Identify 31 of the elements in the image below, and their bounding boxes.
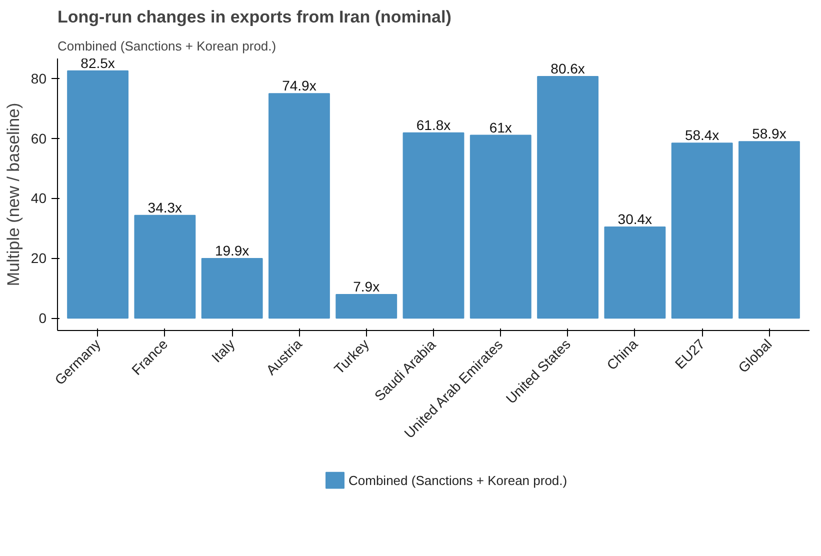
y-tick-label: 40 [30, 190, 47, 206]
bar [336, 294, 398, 319]
data-label: 7.9x [353, 278, 380, 294]
bar [134, 214, 196, 319]
data-label: 74.9x [282, 78, 316, 94]
data-label: 58.4x [684, 127, 720, 144]
data-label: 34.3x [148, 199, 182, 216]
bar [402, 132, 464, 319]
data-label: 30.4x [618, 211, 652, 228]
x-tick-label: Italy [208, 336, 238, 366]
y-tick-label: 60 [30, 130, 47, 146]
y-tick-label: 80 [30, 70, 47, 86]
y-axis-title: Multiple (new / baseline) [4, 102, 23, 286]
bar [671, 142, 733, 319]
bar [470, 134, 532, 319]
legend-label: Combined (Sanctions + Korean prod.) [348, 472, 568, 488]
data-label: 80.6x [550, 60, 585, 77]
y-tick-label: 0 [38, 310, 47, 326]
y-tick-label: 20 [30, 250, 47, 266]
data-label: 19.9x [214, 242, 250, 258]
bar [604, 226, 666, 319]
bar [67, 70, 128, 319]
bar [738, 141, 800, 319]
data-label: 58.9x [752, 126, 786, 142]
chart-subtitle: Combined (Sanctions + Korean prod.) [58, 38, 276, 54]
data-label: 61.8x [416, 116, 451, 133]
bar [268, 93, 330, 319]
bar [201, 258, 263, 319]
bar [537, 76, 598, 319]
chart-title: Long-run changes in exports from Iran (nominal) [58, 8, 452, 26]
data-label: 61x [489, 119, 512, 136]
